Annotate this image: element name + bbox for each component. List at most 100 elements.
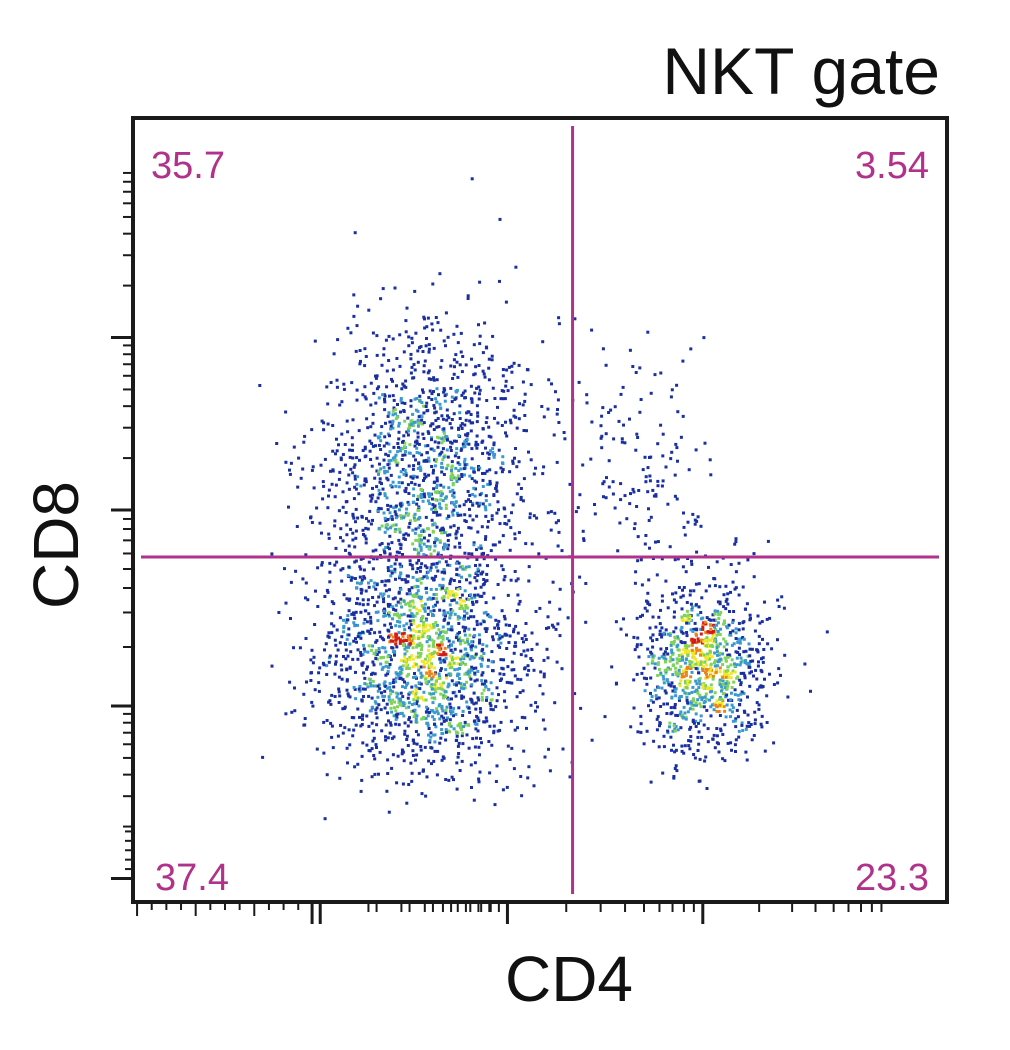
event-dot xyxy=(301,467,305,471)
event-dot xyxy=(389,706,393,710)
event-dot xyxy=(690,637,694,641)
event-dot xyxy=(418,644,421,648)
event-dot xyxy=(463,457,467,461)
event-dot xyxy=(444,543,448,547)
event-dot xyxy=(472,691,476,695)
event-dot xyxy=(408,691,412,695)
event-dot xyxy=(692,699,695,703)
event-dot xyxy=(345,419,349,423)
event-dot xyxy=(386,736,390,740)
event-dot xyxy=(683,679,687,683)
event-dot xyxy=(415,702,419,706)
event-dot xyxy=(555,412,559,416)
event-dot xyxy=(449,648,453,652)
event-dot xyxy=(428,674,431,678)
event-dot xyxy=(368,749,372,753)
event-dot xyxy=(331,746,335,750)
event-dot xyxy=(353,231,357,235)
event-dot xyxy=(445,418,449,422)
event-dot xyxy=(326,506,330,510)
event-dot xyxy=(699,705,703,709)
event-dot xyxy=(484,421,488,424)
event-dot xyxy=(749,659,753,663)
event-dot xyxy=(477,780,481,784)
event-dot xyxy=(382,698,385,702)
event-dot xyxy=(510,746,514,750)
event-dot xyxy=(659,371,663,375)
event-dot xyxy=(525,429,528,433)
event-dot xyxy=(694,712,698,716)
event-dot xyxy=(408,614,412,618)
event-dot xyxy=(678,712,682,716)
event-dot xyxy=(390,571,394,575)
event-dot xyxy=(403,401,407,405)
event-dot xyxy=(541,692,545,696)
event-dot xyxy=(421,626,425,630)
event-dot xyxy=(430,683,434,687)
event-dot xyxy=(487,615,491,618)
event-dot xyxy=(660,484,664,488)
event-dot xyxy=(711,674,715,678)
event-dot xyxy=(357,429,361,433)
event-dot xyxy=(439,736,443,740)
event-dot xyxy=(397,551,401,555)
event-dot xyxy=(640,671,644,675)
event-dot xyxy=(362,533,365,536)
event-dot xyxy=(437,490,441,494)
event-dot xyxy=(330,724,334,728)
event-dot xyxy=(431,675,435,679)
event-dot xyxy=(715,667,718,671)
event-dot xyxy=(612,437,616,441)
event-dot xyxy=(429,424,433,428)
event-dot xyxy=(436,435,440,439)
event-dot xyxy=(325,664,329,668)
event-dot xyxy=(364,526,368,530)
event-dot xyxy=(698,693,702,697)
event-dot xyxy=(320,531,323,535)
event-dot xyxy=(403,469,407,472)
event-dot xyxy=(340,635,344,639)
event-dot xyxy=(374,708,378,712)
event-dot xyxy=(482,578,486,581)
event-dot xyxy=(372,754,376,757)
event-dot xyxy=(721,663,725,667)
event-dot xyxy=(705,675,709,679)
event-dot xyxy=(684,673,688,677)
event-dot xyxy=(345,481,349,485)
event-dot xyxy=(462,695,465,699)
event-dot xyxy=(392,706,396,710)
event-dot xyxy=(780,595,784,599)
event-dot xyxy=(414,458,417,462)
event-dot xyxy=(649,708,653,712)
event-dot xyxy=(443,612,447,616)
event-dot xyxy=(407,426,411,429)
event-dot xyxy=(777,605,781,608)
event-dot xyxy=(468,633,472,637)
event-dot xyxy=(399,397,403,400)
event-dot xyxy=(438,657,442,661)
event-dot xyxy=(456,513,460,517)
event-dot xyxy=(707,617,711,621)
event-dot xyxy=(460,447,464,451)
event-dot xyxy=(270,552,274,556)
event-dot xyxy=(668,633,672,637)
event-dot xyxy=(476,411,480,415)
event-dot xyxy=(470,447,474,451)
event-dot xyxy=(410,612,414,616)
event-dot xyxy=(465,463,469,466)
event-dot xyxy=(529,383,533,387)
event-dot xyxy=(691,512,695,516)
event-dot xyxy=(744,727,748,731)
event-dot xyxy=(498,634,502,637)
event-dot xyxy=(434,410,438,414)
event-dot xyxy=(680,607,684,611)
event-dot xyxy=(363,385,367,389)
event-dot xyxy=(374,444,377,448)
event-dot xyxy=(722,645,726,649)
event-dot xyxy=(671,689,675,693)
event-dot xyxy=(386,602,390,606)
event-dot xyxy=(498,672,502,676)
event-dot xyxy=(438,635,442,639)
event-dot xyxy=(702,705,706,709)
event-dot xyxy=(682,705,686,709)
